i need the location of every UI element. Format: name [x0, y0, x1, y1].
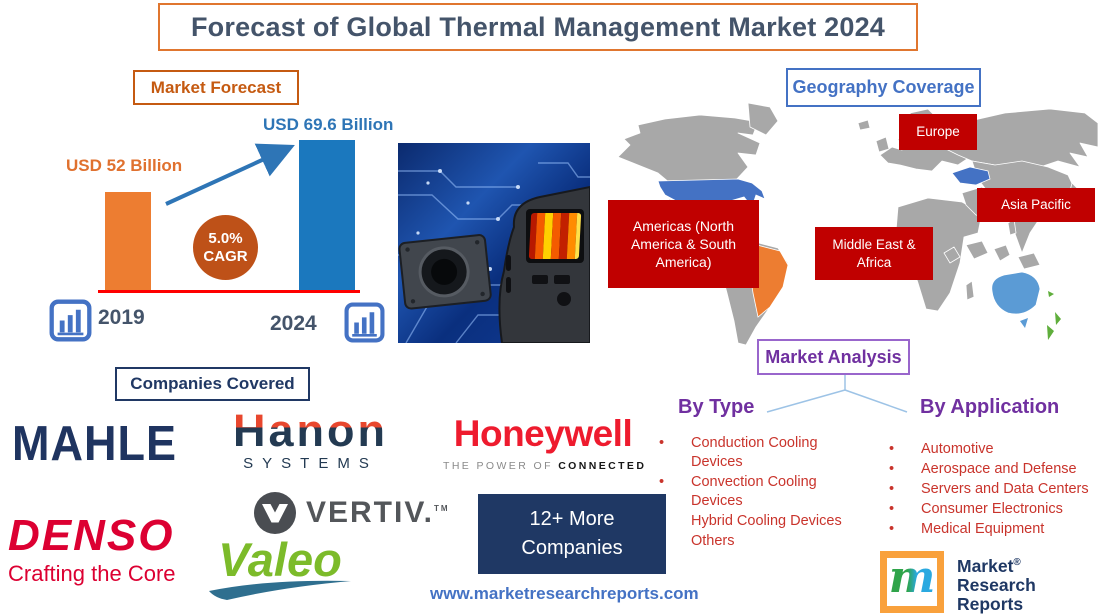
page-title-text: Forecast of Global Thermal Management Ma…: [190, 11, 885, 42]
companies-covered-label-text: Companies Covered: [130, 374, 295, 393]
companies-covered-label: Companies Covered: [115, 367, 310, 401]
more-companies-badge: 12+ More Companies: [478, 494, 666, 574]
list-item: Conduction Cooling Devices: [655, 434, 853, 472]
honeywell-tagline-light: THE POWER OF: [443, 459, 559, 472]
vertiv-wordmark: VERTIV.TM: [306, 496, 450, 530]
map-madagascar: [965, 280, 975, 301]
region-label-asia-pacific: Asia Pacific: [977, 188, 1095, 222]
hanon-systems-text: SYSTEMS: [243, 455, 378, 472]
chart-baseline: [98, 290, 360, 293]
vertiv-text: VERTIV.: [306, 496, 434, 529]
by-type-heading: By Type: [678, 396, 755, 418]
bar-chart-icon-left: [49, 299, 92, 342]
cooling-fan: [398, 234, 492, 310]
growth-arrow-icon: [165, 143, 295, 206]
list-item: Aerospace and Defense: [885, 460, 1095, 479]
year-2024: 2024: [270, 312, 317, 335]
map-new-zealand-highlight: [1047, 312, 1061, 340]
geography-coverage-label-text: Geography Coverage: [792, 77, 975, 97]
map-tasmania-highlight: [1020, 318, 1028, 328]
thermal-imaging-photo: [398, 143, 590, 343]
vertiv-logo-icon: [254, 492, 296, 534]
bar-chart-icon-right: [344, 302, 385, 343]
map-iceland: [857, 119, 871, 131]
by-application-list: Automotive Aerospace and Defense Servers…: [885, 440, 1095, 540]
hanon-wordmark: Hanon: [208, 408, 413, 453]
valeo-wordmark: Valeo: [218, 533, 342, 586]
denso-wordmark: DENSO: [8, 511, 175, 560]
mrr-brand-line2: Research: [957, 574, 1036, 595]
mrr-brand-line3: Reports: [957, 593, 1024, 614]
valeo-swoosh-icon: [209, 580, 351, 600]
analysis-branch-lines: [766, 371, 908, 413]
map-uk: [875, 136, 890, 153]
year-2019: 2019: [98, 306, 145, 329]
list-item: Others: [655, 532, 853, 551]
honeywell-wordmark: Honeywell: [453, 413, 633, 454]
map-new-caledonia-highlight: [1048, 291, 1054, 297]
market-analysis-label-text: Market Analysis: [765, 346, 902, 367]
market-analysis-label: Market Analysis: [757, 339, 910, 375]
bar-2019: [105, 192, 151, 290]
vertiv-logo: VERTIV.TM: [253, 491, 450, 535]
region-label-middle-east-africa: Middle East & Africa: [815, 227, 933, 280]
region-label-americas: Americas (North America & South America): [608, 200, 759, 288]
mrr-brand-name: Market® Research Reports: [957, 553, 1036, 614]
list-item: Consumer Electronics: [885, 500, 1095, 519]
mrr-monogram: m: [888, 552, 936, 603]
website-link[interactable]: www.marketresearchreports.com: [430, 584, 699, 603]
map-mongolia-highlight: [951, 166, 991, 186]
map-greenland: [747, 102, 779, 136]
mrr-brand-line1: Market: [957, 555, 1014, 576]
region-label-europe: Europe: [899, 114, 977, 150]
map-australia-highlight: [991, 271, 1041, 315]
thermal-camera: [498, 185, 590, 343]
denso-tagline: Crafting the Core: [8, 561, 176, 586]
honeywell-logo: Honeywell THE POWER OF CONNECTED: [443, 413, 647, 472]
honeywell-tagline-bold: CONNECTED: [558, 459, 647, 472]
mrr-logo-icon: m: [880, 551, 944, 613]
mahle-logo: MAHLE: [12, 415, 177, 472]
cagr-word: CAGR: [203, 247, 248, 265]
by-type-list: Conduction Cooling Devices Convection Co…: [655, 434, 853, 552]
map-canada: [617, 114, 761, 184]
value-label-2019: USD 52 Billion: [66, 156, 183, 175]
by-application-heading: By Application: [920, 396, 1060, 418]
list-item: Servers and Data Centers: [885, 480, 1095, 499]
hanon-systems-logo: Hanon SYSTEMS: [208, 408, 413, 472]
denso-logo: DENSO Crafting the Core: [8, 514, 176, 587]
market-forecast-label: Market Forecast: [133, 70, 299, 105]
page-title: Forecast of Global Thermal Management Ma…: [158, 3, 918, 51]
valeo-logo: Valeo: [205, 536, 355, 603]
list-item: Automotive: [885, 440, 1095, 459]
list-item: Convection Cooling Devices: [655, 473, 853, 511]
map-new-guinea: [1017, 252, 1041, 270]
value-label-2024: USD 69.6 Billion: [263, 115, 394, 134]
registered-mark: ®: [1013, 557, 1021, 568]
list-item: Hybrid Cooling Devices: [655, 512, 853, 531]
map-indonesia: [943, 240, 1011, 264]
geography-coverage-label: Geography Coverage: [786, 68, 981, 107]
vertiv-tm-mark: TM: [433, 504, 450, 513]
cagr-badge: 5.0% CAGR: [193, 215, 258, 280]
cagr-value: 5.0%: [208, 229, 243, 247]
list-item: Medical Equipment: [885, 520, 1095, 539]
bar-2024: [299, 140, 355, 290]
market-forecast-label-text: Market Forecast: [150, 77, 282, 97]
honeywell-tagline: THE POWER OF CONNECTED: [443, 459, 647, 472]
